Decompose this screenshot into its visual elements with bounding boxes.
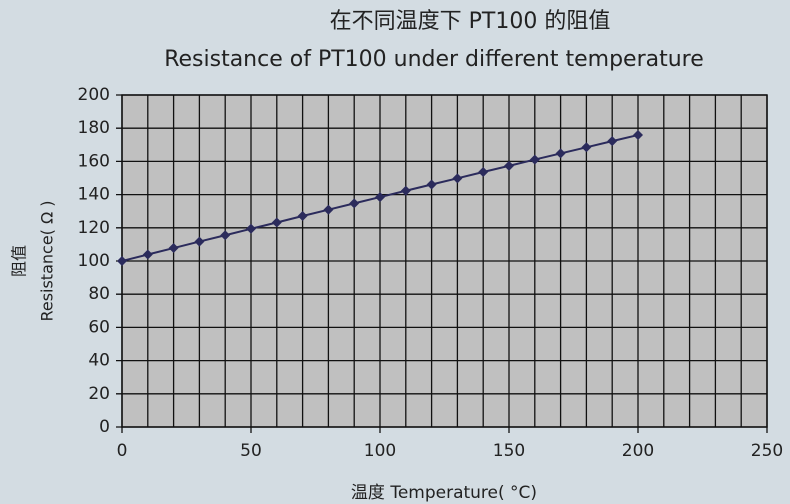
- data-point: [220, 230, 231, 241]
- y-tick-label: 140: [78, 185, 110, 205]
- y-tick-label: 200: [78, 85, 110, 105]
- data-point: [426, 179, 437, 190]
- y-tick-label: 120: [78, 218, 110, 238]
- y-tick-label: 20: [88, 384, 110, 404]
- chart-subtitle: Resistance of PT100 under different temp…: [164, 47, 704, 72]
- data-point: [194, 236, 205, 247]
- y-tick-label: 180: [78, 118, 110, 138]
- x-tick-label: 100: [364, 441, 396, 461]
- x-tick-label: 200: [622, 441, 654, 461]
- data-point: [271, 217, 282, 228]
- x-tick-label: 50: [240, 441, 262, 461]
- y-tick-label: 100: [78, 251, 110, 271]
- chart-title: 在不同温度下 PT100 的阻值: [330, 9, 611, 34]
- x-tick-label: 150: [493, 441, 525, 461]
- x-axis-label: 温度 Temperature( °C): [351, 483, 537, 503]
- y-tick-label: 160: [78, 151, 110, 171]
- y-tick-label: 80: [88, 284, 110, 304]
- data-point: [555, 148, 566, 159]
- data-point: [117, 256, 127, 266]
- x-tick-label: 0: [117, 441, 128, 461]
- data-point: [246, 223, 256, 234]
- data-point: [581, 142, 592, 153]
- data-point: [168, 243, 179, 254]
- data-point: [633, 130, 643, 141]
- data-point: [297, 211, 308, 222]
- data-point: [323, 204, 334, 215]
- y-axis-label: Resistance( Ω ): [38, 200, 57, 321]
- data-point: [478, 167, 489, 178]
- data-point: [607, 136, 618, 147]
- y-tick-label: 0: [99, 417, 110, 437]
- y-tick-label: 60: [88, 317, 110, 337]
- data-point: [142, 249, 153, 260]
- data-point: [504, 160, 514, 171]
- x-tick-label: 250: [751, 441, 783, 461]
- y-tick-label: 40: [88, 351, 110, 371]
- y-axis-label: 阻值: [10, 245, 29, 277]
- data-point: [375, 192, 385, 203]
- data-point: [529, 154, 540, 165]
- data-point: [400, 185, 411, 196]
- data-point: [452, 173, 463, 184]
- data-point: [349, 198, 360, 209]
